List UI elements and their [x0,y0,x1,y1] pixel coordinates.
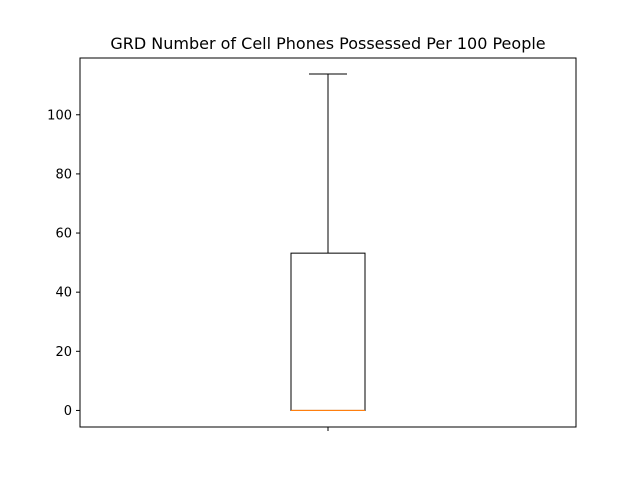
y-tick-label: 20 [55,345,72,360]
y-tick-label: 60 [55,227,72,242]
iqr-box [290,252,366,411]
y-axis: 0 20 40 60 80 100 [47,108,80,419]
box-series [290,73,366,412]
y-tick-label: 0 [64,404,72,419]
boxes-group [290,73,366,412]
chart-title: GRD Number of Cell Phones Possessed Per … [110,34,545,53]
y-tick-label: 80 [55,167,72,182]
y-tick-label: 40 [55,286,72,301]
y-tick-label: 100 [47,108,72,123]
